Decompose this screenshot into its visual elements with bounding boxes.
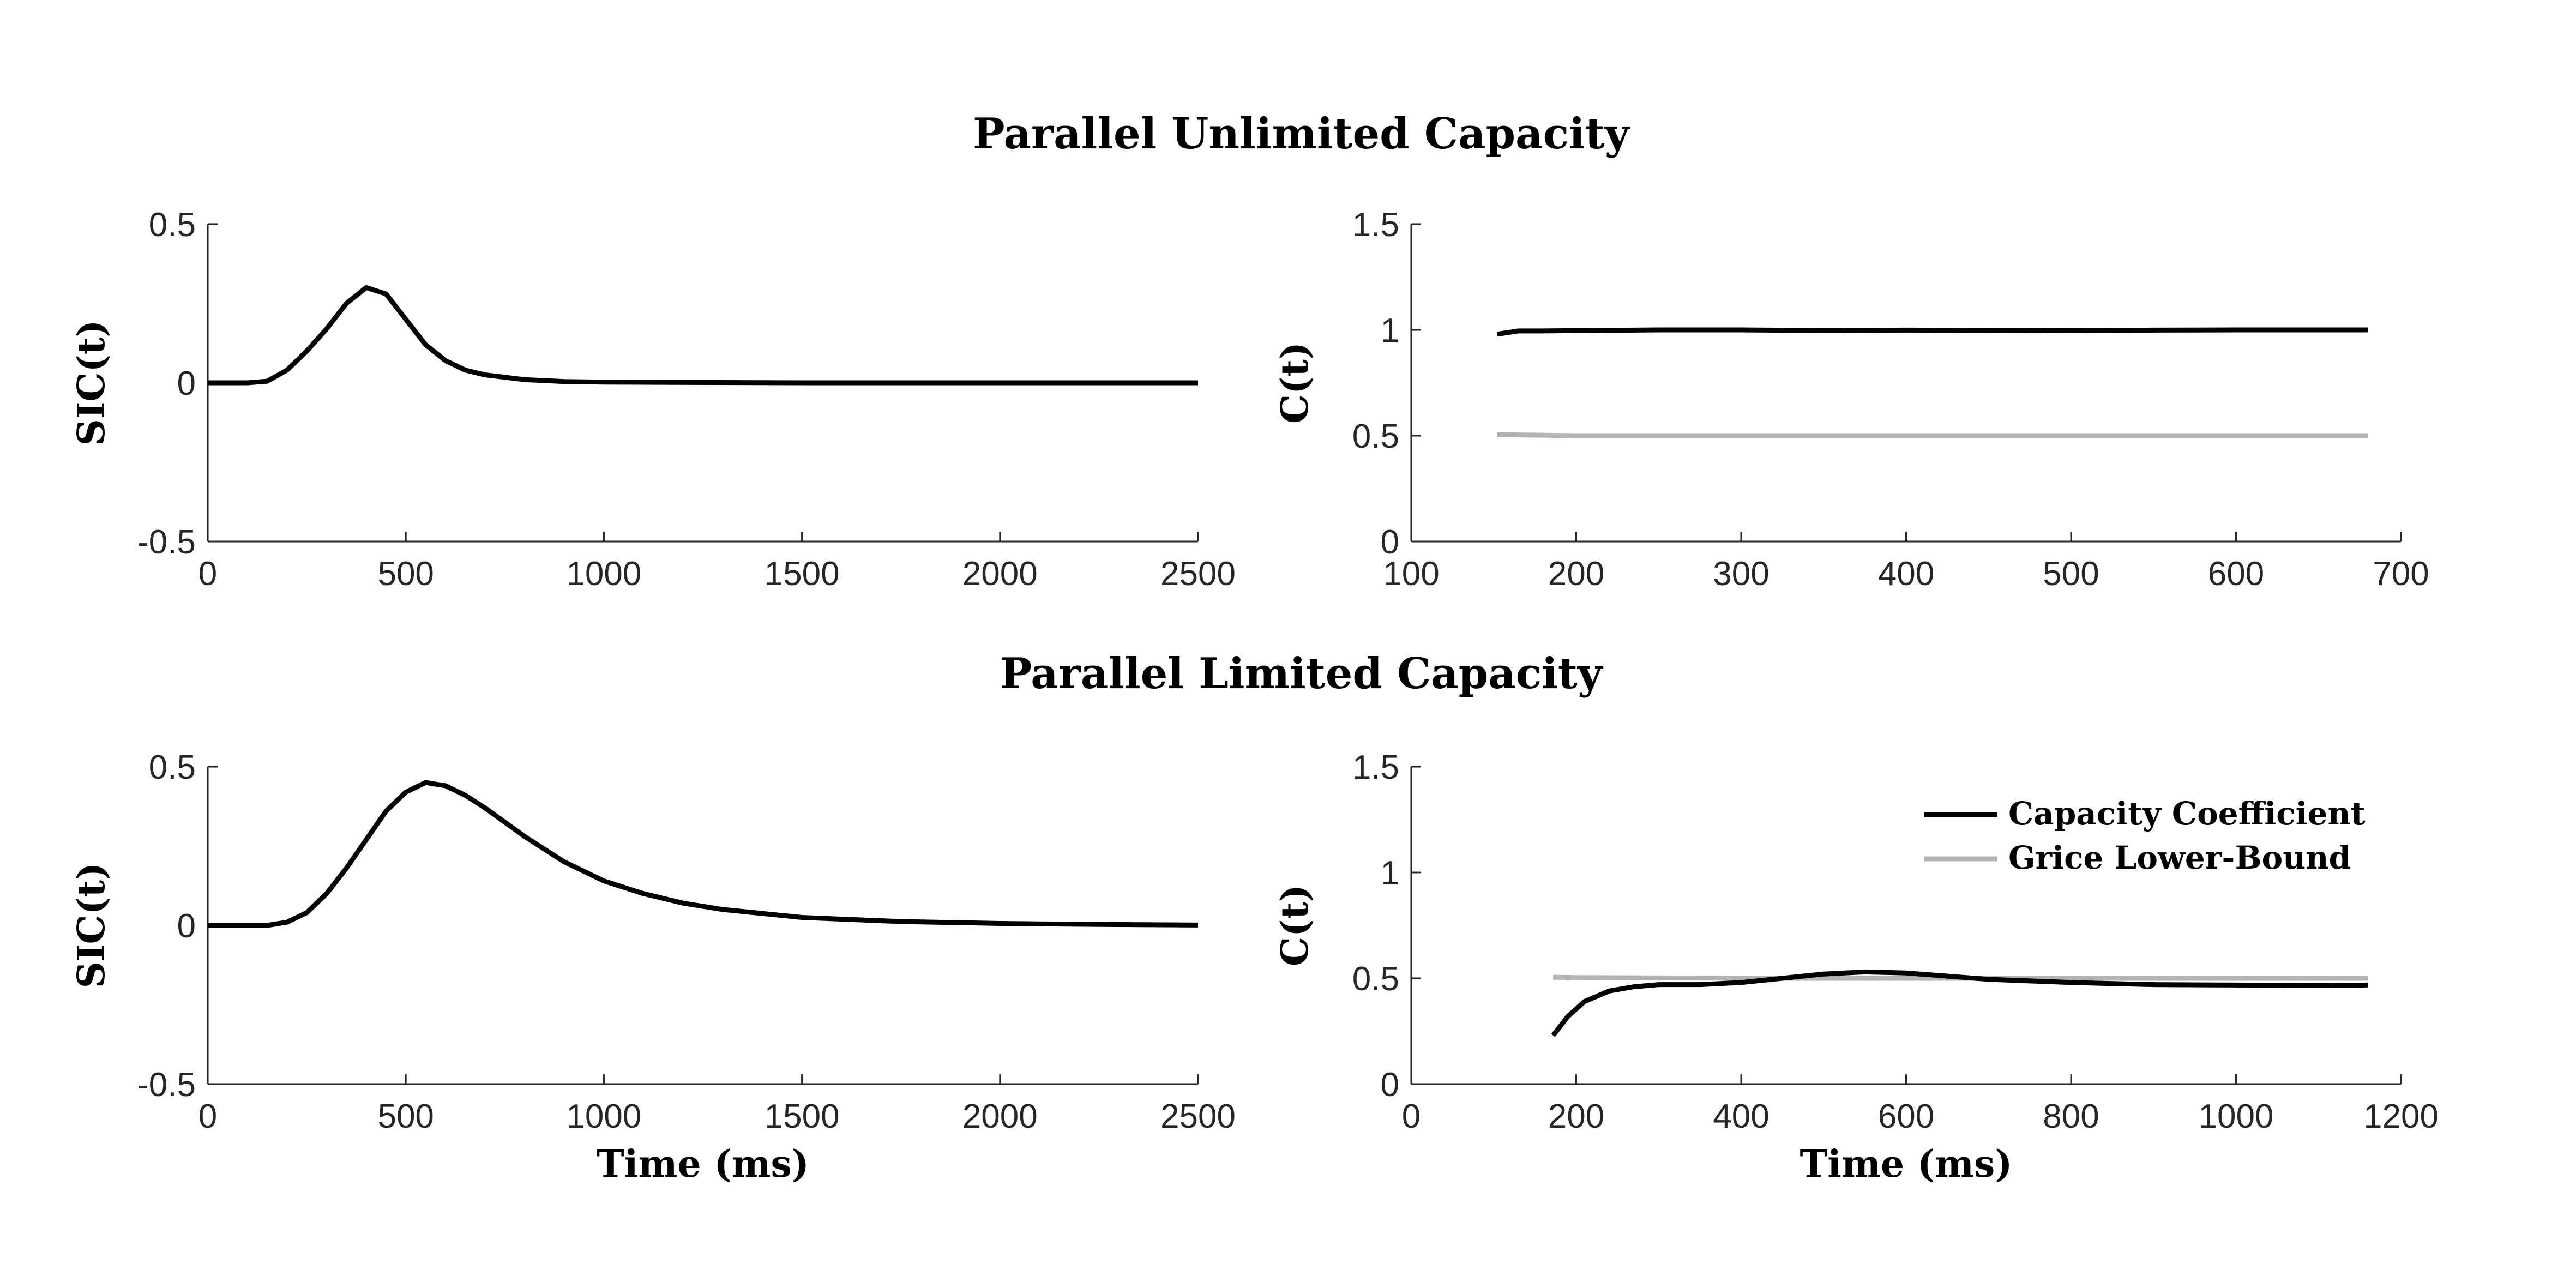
x-tick-label: 800 bbox=[2043, 1098, 2099, 1135]
x-tick-label: 0 bbox=[1402, 1098, 1421, 1135]
bottom-panel-title: Parallel Limited Capacity bbox=[1000, 649, 1604, 699]
x-tick-label: 700 bbox=[2373, 555, 2429, 593]
x-tick-label: 500 bbox=[2043, 555, 2099, 593]
y-axis-label: C(t) bbox=[1273, 342, 1317, 424]
y-axis-label: C(t) bbox=[1273, 884, 1317, 966]
x-tick-label: 200 bbox=[1548, 555, 1604, 593]
x-tick-label: 400 bbox=[1713, 1098, 1769, 1135]
x-tick-label: 1000 bbox=[566, 555, 641, 593]
y-tick-label: 0 bbox=[1381, 1066, 1399, 1104]
y-tick-label: 1 bbox=[1381, 312, 1399, 350]
x-tick-label: 2500 bbox=[1160, 555, 1236, 593]
legend-label-capacity-coefficient: Capacity Coefficient bbox=[2008, 795, 2366, 832]
y-tick-label: 0.5 bbox=[1352, 960, 1399, 998]
y-tick-label: 1.5 bbox=[1352, 749, 1399, 786]
x-tick-label: 500 bbox=[377, 555, 434, 593]
series-line-grice-lower-bound bbox=[1553, 974, 2368, 981]
x-tick-label: 0 bbox=[198, 1098, 217, 1135]
y-tick-label: 0 bbox=[177, 907, 196, 945]
x-tick-label: 1500 bbox=[765, 555, 840, 593]
x-tick-label: 300 bbox=[1713, 555, 1769, 593]
x-tick-label: 100 bbox=[1383, 555, 1439, 593]
y-tick-label: -0.5 bbox=[137, 523, 196, 561]
x-tick-label: 400 bbox=[1878, 555, 1934, 593]
top-panel-title: Parallel Unlimited Capacity bbox=[973, 109, 1631, 159]
chart-bottom-right: 0 200 400 600 800 1000 1200 0 0.5 1 1.5 C(t) Time (m… bbox=[1273, 749, 2439, 1186]
x-tick-label: 500 bbox=[377, 1098, 434, 1135]
x-tick-label: 1000 bbox=[566, 1098, 641, 1135]
series-line-capacity-coefficient bbox=[1551, 969, 2368, 1037]
y-tick-label: 0 bbox=[177, 365, 196, 402]
series-line-capacity-coefficient bbox=[1496, 327, 2368, 337]
legend: Capacity Coefficient Grice Lower-Bound bbox=[1924, 795, 2366, 876]
x-tick-label: 600 bbox=[2208, 555, 2264, 593]
y-tick-label: -0.5 bbox=[137, 1066, 196, 1104]
y-tick-label: 0.5 bbox=[149, 749, 196, 786]
x-axis-label: Time (ms) bbox=[597, 1142, 809, 1186]
x-axis-label: Time (ms) bbox=[1800, 1142, 2013, 1186]
y-tick-label: 1.5 bbox=[1352, 206, 1399, 244]
y-tick-label: 1 bbox=[1381, 854, 1399, 892]
x-tick-label: 600 bbox=[1878, 1098, 1934, 1135]
y-axis-label: SIC(t) bbox=[70, 320, 113, 446]
y-tick-label: 0.5 bbox=[1352, 418, 1399, 455]
x-tick-label: 1200 bbox=[2363, 1098, 2439, 1135]
x-tick-label: 1500 bbox=[765, 1098, 840, 1135]
y-tick-label: 0.5 bbox=[149, 206, 196, 244]
x-tick-label: 2000 bbox=[962, 1098, 1038, 1135]
chart-top-right: 100 200 300 400 500 600 700 0 0.5 1 1.5 C(t) bbox=[1273, 206, 2429, 593]
legend-label-grice-lower-bound: Grice Lower-Bound bbox=[2008, 839, 2351, 876]
x-tick-label: 1000 bbox=[2199, 1098, 2274, 1135]
x-tick-label: 200 bbox=[1548, 1098, 1604, 1135]
series-line-grice-lower-bound bbox=[1497, 432, 2368, 438]
y-axis-label: SIC(t) bbox=[70, 863, 113, 989]
series-line bbox=[208, 285, 1198, 386]
x-tick-label: 0 bbox=[198, 555, 217, 593]
series-line bbox=[208, 780, 1199, 928]
x-tick-label: 2500 bbox=[1160, 1098, 1236, 1135]
y-tick-label: 0 bbox=[1381, 523, 1399, 561]
x-tick-label: 2000 bbox=[962, 555, 1038, 593]
